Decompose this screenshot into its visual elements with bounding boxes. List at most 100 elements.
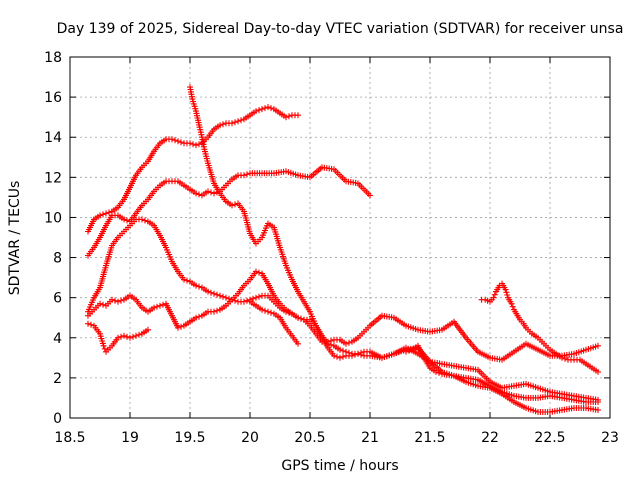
data-point — [151, 304, 157, 311]
y-tick-label: 18 — [44, 50, 62, 66]
y-tick-label: 16 — [44, 90, 62, 106]
data-point — [217, 122, 223, 129]
data-point — [403, 348, 409, 355]
data-point — [337, 346, 343, 353]
x-tick-label: 18.5 — [54, 430, 85, 446]
data-point — [229, 120, 235, 127]
data-point — [88, 321, 94, 328]
data-point — [175, 324, 181, 331]
data-point — [253, 108, 259, 115]
series-layer — [85, 84, 601, 415]
data-point — [101, 345, 108, 352]
data-point — [193, 190, 199, 197]
data-point — [406, 347, 412, 354]
data-point — [509, 303, 516, 310]
data-point — [256, 293, 262, 300]
series-track-8 — [478, 280, 601, 375]
data-point — [214, 291, 220, 298]
data-point — [100, 342, 107, 349]
chart-title: Day 139 of 2025, Sidereal Day-to-day VTE… — [57, 21, 624, 37]
data-point — [253, 294, 259, 301]
data-point — [340, 347, 346, 354]
series-track-2 — [85, 164, 373, 259]
data-point — [184, 277, 190, 284]
data-point — [562, 355, 568, 362]
data-point — [112, 297, 118, 304]
data-point — [295, 112, 301, 119]
data-point — [259, 106, 265, 113]
data-point — [205, 188, 211, 195]
data-point — [298, 315, 304, 322]
data-point — [154, 303, 160, 310]
x-tick-label: 22.5 — [534, 430, 565, 446]
data-point — [295, 340, 301, 347]
data-point — [559, 354, 565, 361]
data-point — [241, 298, 247, 305]
data-point — [136, 331, 142, 338]
x-tick-label: 20 — [241, 430, 259, 446]
data-point — [503, 289, 510, 296]
data-point — [226, 295, 232, 302]
data-point — [118, 333, 124, 340]
data-point — [115, 298, 121, 305]
plot-frame — [69, 56, 611, 419]
data-point — [196, 313, 202, 320]
data-point — [223, 294, 229, 301]
data-point — [358, 349, 364, 356]
data-point — [502, 286, 509, 293]
data-point — [85, 320, 91, 327]
tick-labels: 18.5 19 19.5 20 20.5 21 21.5 22 22.5 23 0 2 4 6 8 10 12 1… — [44, 50, 619, 446]
data-point — [256, 107, 262, 114]
data-point — [172, 137, 178, 144]
data-point — [124, 333, 130, 340]
series-track-1 — [85, 104, 301, 235]
y-tick-label: 12 — [44, 170, 62, 186]
data-point — [214, 307, 220, 314]
data-point — [508, 300, 515, 307]
data-point — [295, 314, 301, 321]
data-point — [211, 190, 217, 197]
data-point — [355, 350, 361, 357]
data-point — [334, 353, 340, 360]
data-point — [337, 354, 343, 361]
y-tick-label: 6 — [53, 291, 62, 307]
data-point — [121, 332, 127, 339]
data-point — [253, 268, 259, 275]
grid — [70, 57, 610, 418]
data-point — [142, 217, 148, 224]
data-point — [367, 192, 373, 199]
data-point — [232, 119, 238, 126]
data-point — [169, 136, 175, 143]
data-point — [265, 308, 271, 315]
data-point — [193, 142, 199, 149]
data-point — [241, 172, 247, 179]
data-point — [325, 340, 331, 347]
data-point — [235, 118, 241, 125]
data-point — [187, 140, 193, 147]
y-tick-label: 8 — [53, 251, 62, 267]
data-point — [490, 294, 497, 301]
data-point — [331, 352, 337, 359]
data-point — [436, 369, 442, 376]
data-point — [145, 326, 151, 333]
data-point — [100, 301, 106, 308]
data-point — [595, 342, 601, 349]
data-point — [190, 141, 196, 148]
data-point — [433, 368, 439, 375]
data-point — [232, 297, 238, 304]
data-point — [217, 292, 223, 299]
data-point — [232, 201, 238, 208]
data-point — [244, 297, 250, 304]
y-tick-label: 10 — [44, 210, 62, 226]
data-point — [178, 323, 184, 330]
x-axis-label: GPS time / hours — [281, 458, 398, 474]
data-point — [491, 291, 498, 298]
data-point — [211, 308, 217, 315]
data-point — [328, 341, 334, 348]
series-track-3 — [85, 216, 601, 363]
data-point — [244, 171, 250, 178]
data-point — [595, 407, 601, 413]
y-tick-label: 0 — [53, 411, 62, 427]
x-tick-label: 19.5 — [174, 430, 205, 446]
y-tick-label: 2 — [53, 371, 62, 387]
